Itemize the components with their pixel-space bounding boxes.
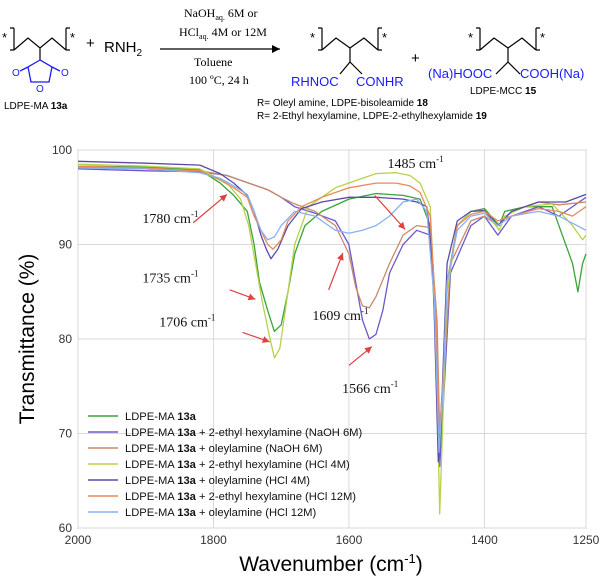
- product-acid-right: COOH(Na): [520, 66, 584, 81]
- annotation-label: 1706 cm-1: [159, 313, 215, 331]
- svg-text:*: *: [382, 30, 387, 45]
- series-line-1: [77, 165, 587, 463]
- plus-1: +: [86, 35, 95, 52]
- plus-2: +: [411, 50, 420, 67]
- product-acid-label: LDPE-MCC 15: [470, 86, 537, 97]
- legend: LDPE-MA 13a LDPE-MA 13a + 2-ethyl hexylam…: [88, 411, 362, 519]
- svg-text:*: *: [310, 30, 315, 45]
- annotation-label: 1609 cm-1: [312, 306, 368, 324]
- product-amide-left: RHNOC: [291, 74, 339, 89]
- y-tick-label: 60: [59, 521, 73, 535]
- svg-text:*: *: [468, 30, 473, 45]
- x-tick-label: 2000: [65, 533, 92, 547]
- y-axis-label: Transmittance (%): [16, 254, 39, 425]
- annotation-arrowhead: [397, 221, 406, 230]
- annotation-arrowhead: [337, 253, 344, 261]
- annotation-label: 1735 cm-1: [142, 268, 198, 286]
- condition-solvent: Toluene: [194, 55, 232, 69]
- condition-naoh: NaOHaq. 6M or: [184, 6, 258, 22]
- series-line-4: [77, 163, 587, 515]
- annotation-arrowhead: [364, 346, 372, 354]
- series-line-6: [77, 165, 587, 435]
- legend-label: LDPE-MA 13a + 2-ethyl hexylamine (NaOH 6…: [125, 427, 362, 439]
- r-group-line-2: R= 2-Ethyl hexylamine, LDPE-2-ethylhexyl…: [257, 111, 487, 122]
- annotation-arrowhead: [247, 293, 256, 301]
- x-tick-label: 1800: [200, 533, 227, 547]
- series-lines: [77, 160, 587, 515]
- annotation-arrowhead: [261, 336, 270, 343]
- oxygen-2: O: [36, 84, 44, 95]
- series-line-7: [77, 167, 587, 454]
- reagent-amine: RNH2: [104, 39, 143, 59]
- legend-label: LDPE-MA 13a + 2-ethyl hexylamine (HCl 12…: [125, 491, 356, 503]
- reaction-scheme: * * O O O LDPE-MA 13a + RNH2 NaOHaq. 6M …: [2, 6, 584, 122]
- product-amide-structure: * *: [310, 27, 387, 75]
- legend-label: LDPE-MA 13a + oleylamine (HCl 12M): [125, 507, 316, 519]
- ftir-chart: 2000 1800 1600 1400 1250 60 70 80 90 100 1780 cm-…: [16, 143, 600, 576]
- annotation-arrow: [192, 193, 228, 224]
- star-left: *: [2, 30, 7, 45]
- reactant-structure: * * O O O: [2, 27, 75, 95]
- condition-hcl: HClaq. 4M or 12M: [179, 25, 267, 41]
- product-amide-right: CONHR: [356, 74, 404, 89]
- svg-text:*: *: [540, 30, 545, 45]
- x-tick-label: 1400: [471, 533, 498, 547]
- star-right: *: [70, 30, 75, 45]
- oxygen-1: O: [12, 68, 20, 79]
- annotation-label: 1780 cm-1: [142, 209, 198, 227]
- condition-temp: 100 ºC, 24 h: [189, 73, 249, 87]
- annotation-arrowhead: [219, 194, 228, 202]
- axis-ticks: 2000 1800 1600 1400 1250 60 70 80 90 100: [52, 143, 600, 547]
- peak-annotations: 1780 cm-1 1735 cm-1 1706 cm-1 1609 cm-1 1566…: [142, 154, 443, 397]
- annotation-label: 1566 cm-1: [342, 379, 398, 397]
- annotation-arrow: [374, 194, 406, 230]
- product-acid-structure: * *: [468, 27, 545, 75]
- y-tick-label: 90: [59, 238, 73, 252]
- y-tick-label: 70: [59, 427, 73, 441]
- legend-label: LDPE-MA 13a: [125, 411, 197, 423]
- x-tick-label: 1250: [573, 533, 600, 547]
- x-tick-label: 1600: [336, 533, 363, 547]
- oxygen-3: O: [61, 68, 69, 79]
- legend-label: LDPE-MA 13a + 2-ethyl hexylamine (HCl 4M…: [125, 459, 350, 471]
- legend-label: LDPE-MA 13a + oleylamine (HCl 4M): [125, 475, 310, 487]
- reactant-label: LDPE-MA 13a: [4, 101, 68, 112]
- y-tick-label: 100: [52, 143, 72, 157]
- r-group-line-1: R= Oleyl amine, LDPE-bisoleamide 18: [257, 98, 428, 109]
- y-tick-label: 80: [59, 332, 73, 346]
- series-line-3: [77, 166, 587, 435]
- legend-label: LDPE-MA 13a + oleylamine (NaOH 6M): [125, 443, 323, 455]
- x-axis-label: Wavenumber (cm-1): [239, 551, 423, 576]
- reaction-arrowhead: [272, 45, 280, 53]
- product-acid-left: (Na)HOOC: [428, 66, 492, 81]
- annotation-label: 1485 cm-1: [388, 154, 444, 172]
